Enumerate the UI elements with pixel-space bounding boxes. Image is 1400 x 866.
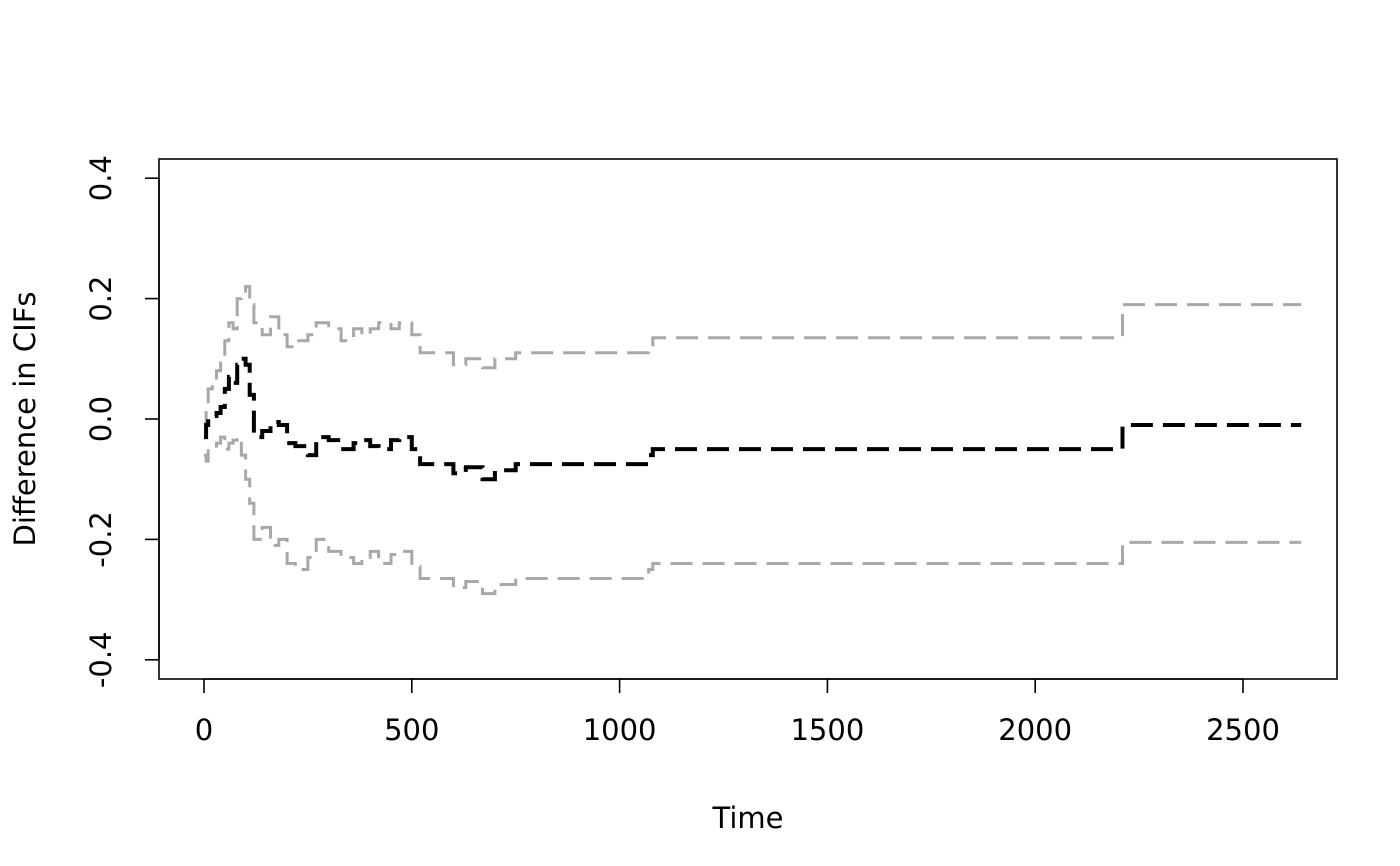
x-tick-label: 2000 [998,713,1072,747]
x-tick-label: 500 [384,713,439,747]
y-tick-label: 0.0 [84,396,118,442]
series-line-1 [204,356,1302,482]
x-tick-label: 1500 [790,713,864,747]
y-tick-label: -0.2 [84,511,118,568]
x-axis: 0 500 1000 1500 2000 2500 [195,678,1280,747]
x-tick-label: 1000 [583,713,657,747]
y-axis: -0.4 -0.2 0.0 0.2 0.4 [84,155,160,689]
series-line-2 [204,435,1302,596]
series-line-0 [204,285,1302,433]
y-tick-label: 0.4 [84,155,118,201]
y-tick-label: 0.2 [84,276,118,322]
y-axis-title: Difference in CIFs [8,292,42,547]
x-axis-title: Time [712,801,784,835]
plot-frame [158,158,1338,680]
x-tick-label: 0 [195,713,213,747]
y-tick-label: -0.4 [84,632,118,689]
series-layer [204,285,1302,596]
x-tick-label: 2500 [1206,713,1280,747]
